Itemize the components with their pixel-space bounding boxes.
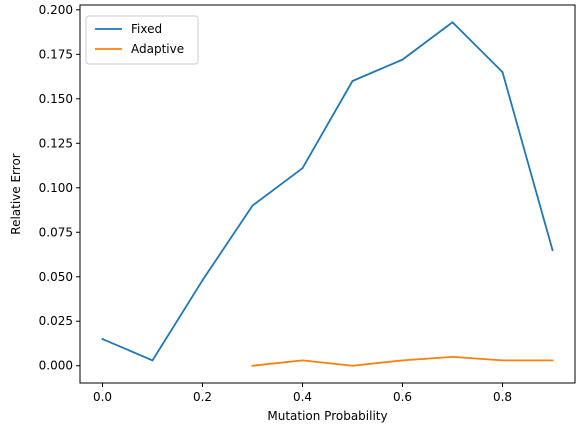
x-tick-label: 0.2 xyxy=(193,390,212,404)
data-point-adaptive xyxy=(501,359,504,362)
y-tick-label: 0.000 xyxy=(39,359,73,373)
data-point-fixed xyxy=(501,71,504,73)
data-point-fixed xyxy=(251,204,254,207)
data-point-fixed xyxy=(201,279,204,282)
x-axis-label: Mutation Probability xyxy=(267,409,387,423)
data-point-fixed xyxy=(151,359,154,362)
y-tick-label: 0.100 xyxy=(39,181,73,195)
x-tick-label: 0.0 xyxy=(93,390,112,404)
y-axis-ticks: 0.000 0.025 0.050 0.075 0.100 0.125 0.150 0.175… xyxy=(39,3,80,373)
x-tick-label: 0.6 xyxy=(393,390,412,404)
series-line-fixed xyxy=(101,21,554,362)
y-tick-label: 0.150 xyxy=(39,92,73,106)
data-point-adaptive xyxy=(251,364,254,367)
y-tick-label: 0.050 xyxy=(39,270,73,284)
x-axis-ticks: 0.0 0.2 0.4 0.6 0.8 xyxy=(93,383,512,404)
x-tick-label: 0.8 xyxy=(493,390,512,404)
y-tick-label: 0.175 xyxy=(39,47,73,61)
data-point-adaptive xyxy=(351,364,354,367)
y-tick-label: 0.200 xyxy=(39,3,73,17)
data-point-fixed xyxy=(401,58,404,61)
legend-label-adaptive: Adaptive xyxy=(131,42,184,56)
data-point-fixed xyxy=(101,338,104,340)
data-point-adaptive xyxy=(301,359,304,362)
y-axis-label: Relative Error xyxy=(9,153,23,235)
legend-label-fixed: Fixed xyxy=(131,22,162,36)
y-tick-label: 0.075 xyxy=(39,225,73,239)
plot-frame xyxy=(79,4,576,384)
x-tick-label: 0.4 xyxy=(293,390,312,404)
data-point-fixed xyxy=(301,167,304,170)
data-point-fixed xyxy=(551,249,554,251)
data-point-adaptive xyxy=(451,355,454,358)
y-tick-label: 0.125 xyxy=(39,136,73,150)
legend: Fixed Adaptive xyxy=(85,15,199,65)
y-tick-label: 0.025 xyxy=(39,314,73,328)
legend-box xyxy=(85,15,199,65)
series-layer xyxy=(101,21,554,367)
data-point-fixed xyxy=(351,80,354,82)
data-point-adaptive xyxy=(401,359,404,362)
data-point-fixed xyxy=(451,21,454,24)
data-point-adaptive xyxy=(551,359,554,362)
